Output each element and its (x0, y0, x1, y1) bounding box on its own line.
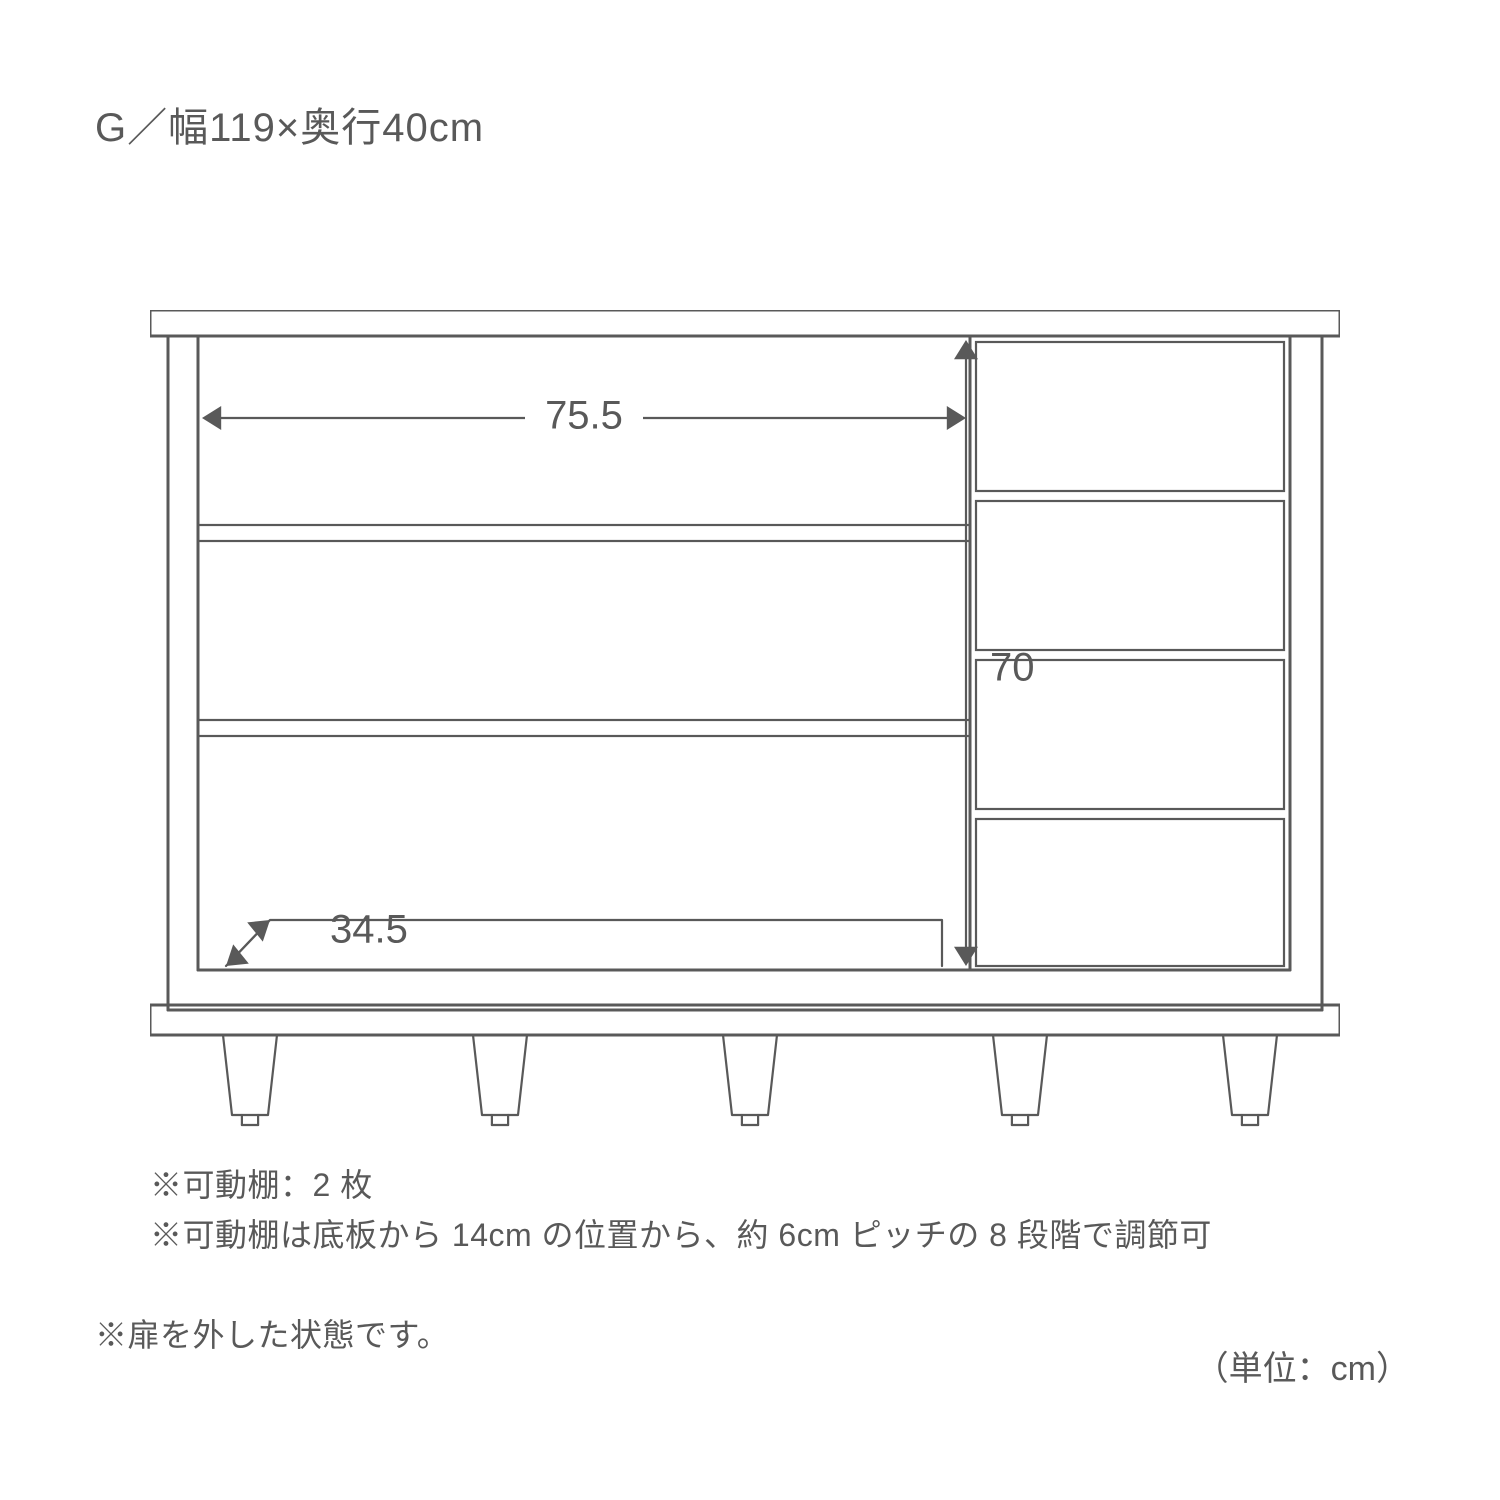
product-title: G／幅119×奥行40cm (95, 95, 484, 153)
note-doors-removed: ※扉を外した状態です。 (95, 1310, 449, 1356)
note-shelf-adjust: ※可動棚は底板から 14cm の位置から、約 6cm ピッチの 8 段階で調節可 (150, 1210, 1212, 1256)
note-shelf-count: ※可動棚：2 枚 (150, 1160, 373, 1206)
svg-text:75.5: 75.5 (545, 394, 623, 438)
dimension-diagram: 75.5 70 34.5 (150, 310, 1340, 1130)
svg-text:34.5: 34.5 (330, 908, 408, 952)
svg-text:70: 70 (990, 646, 1035, 690)
unit-label: （単位：cm） (1195, 1341, 1410, 1390)
